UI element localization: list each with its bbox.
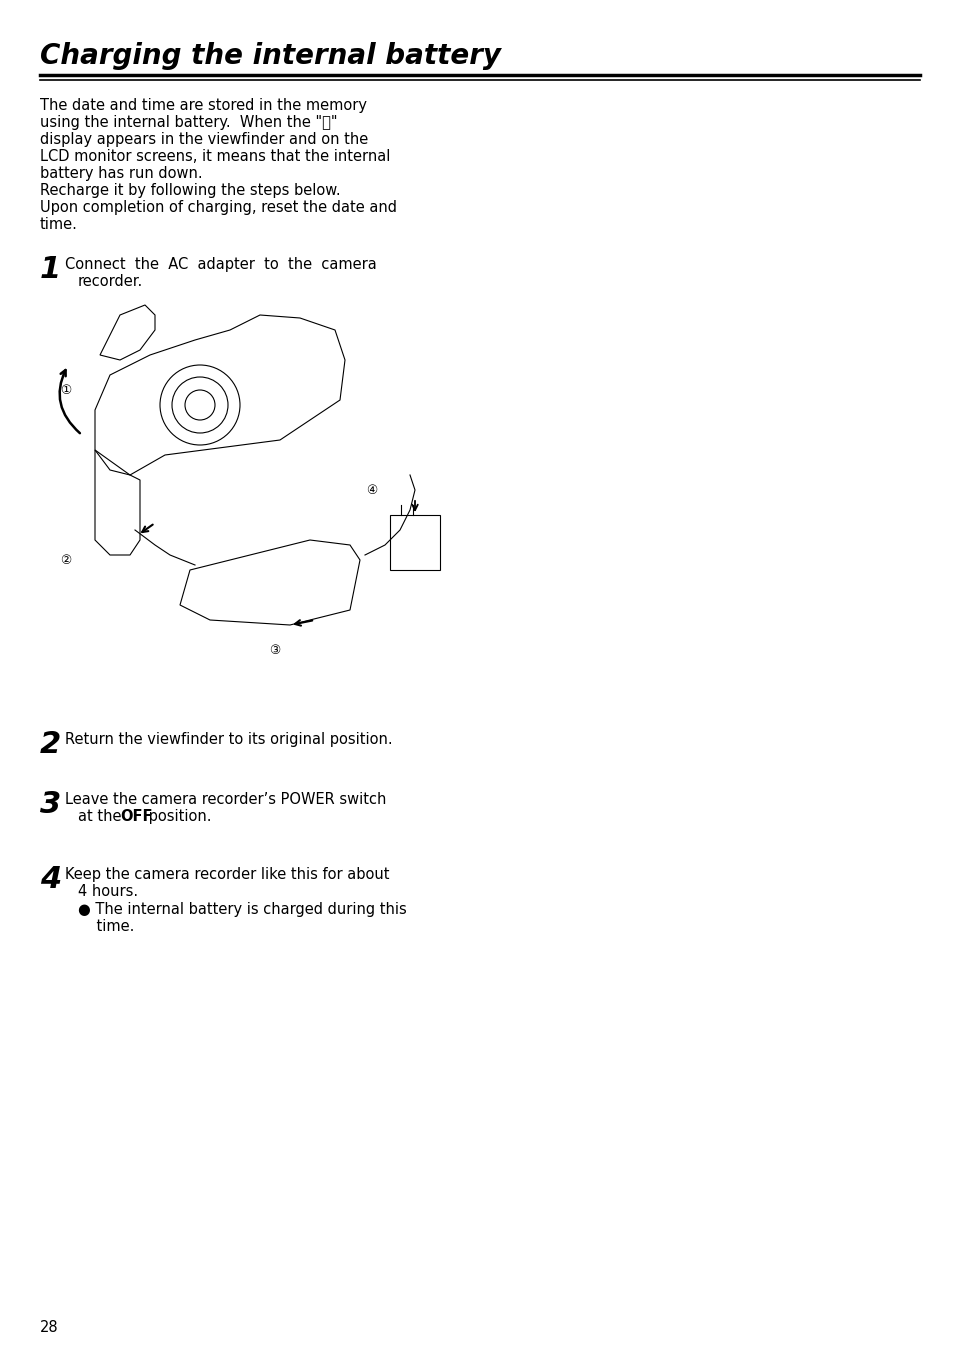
Text: Recharge it by following the steps below.: Recharge it by following the steps below…: [40, 183, 340, 198]
Text: Connect  the  AC  adapter  to  the  camera: Connect the AC adapter to the camera: [65, 258, 376, 272]
Text: 28: 28: [40, 1321, 58, 1336]
Text: ①: ①: [60, 383, 71, 397]
Text: time.: time.: [78, 919, 134, 934]
Text: Return the viewfinder to its original position.: Return the viewfinder to its original po…: [65, 733, 393, 747]
Text: at the: at the: [78, 809, 126, 824]
Text: display appears in the viewfinder and on the: display appears in the viewfinder and on…: [40, 132, 368, 147]
Text: ● The internal battery is charged during this: ● The internal battery is charged during…: [78, 902, 406, 917]
Text: Upon completion of charging, reset the date and: Upon completion of charging, reset the d…: [40, 200, 396, 214]
Text: ④: ④: [366, 483, 377, 496]
Bar: [390, 515, 439, 571]
Text: Leave the camera recorder’s POWER switch: Leave the camera recorder’s POWER switch: [65, 792, 386, 807]
Text: ②: ②: [60, 553, 71, 567]
Text: 3: 3: [40, 791, 61, 819]
Text: position.: position.: [144, 809, 212, 824]
Text: 4: 4: [40, 865, 61, 894]
Text: using the internal battery.  When the "ⓢ": using the internal battery. When the "ⓢ": [40, 115, 337, 130]
Text: ③: ③: [269, 643, 280, 657]
Text: LCD monitor screens, it means that the internal: LCD monitor screens, it means that the i…: [40, 148, 390, 165]
Text: 2: 2: [40, 730, 61, 759]
Text: Charging the internal battery: Charging the internal battery: [40, 42, 500, 70]
Text: Keep the camera recorder like this for about: Keep the camera recorder like this for a…: [65, 867, 389, 882]
Text: recorder.: recorder.: [78, 274, 143, 289]
Text: time.: time.: [40, 217, 78, 232]
Text: battery has run down.: battery has run down.: [40, 166, 202, 181]
Text: The date and time are stored in the memory: The date and time are stored in the memo…: [40, 98, 367, 113]
Text: OFF: OFF: [120, 809, 152, 824]
Text: 4 hours.: 4 hours.: [78, 884, 138, 898]
Text: 1: 1: [40, 255, 61, 285]
